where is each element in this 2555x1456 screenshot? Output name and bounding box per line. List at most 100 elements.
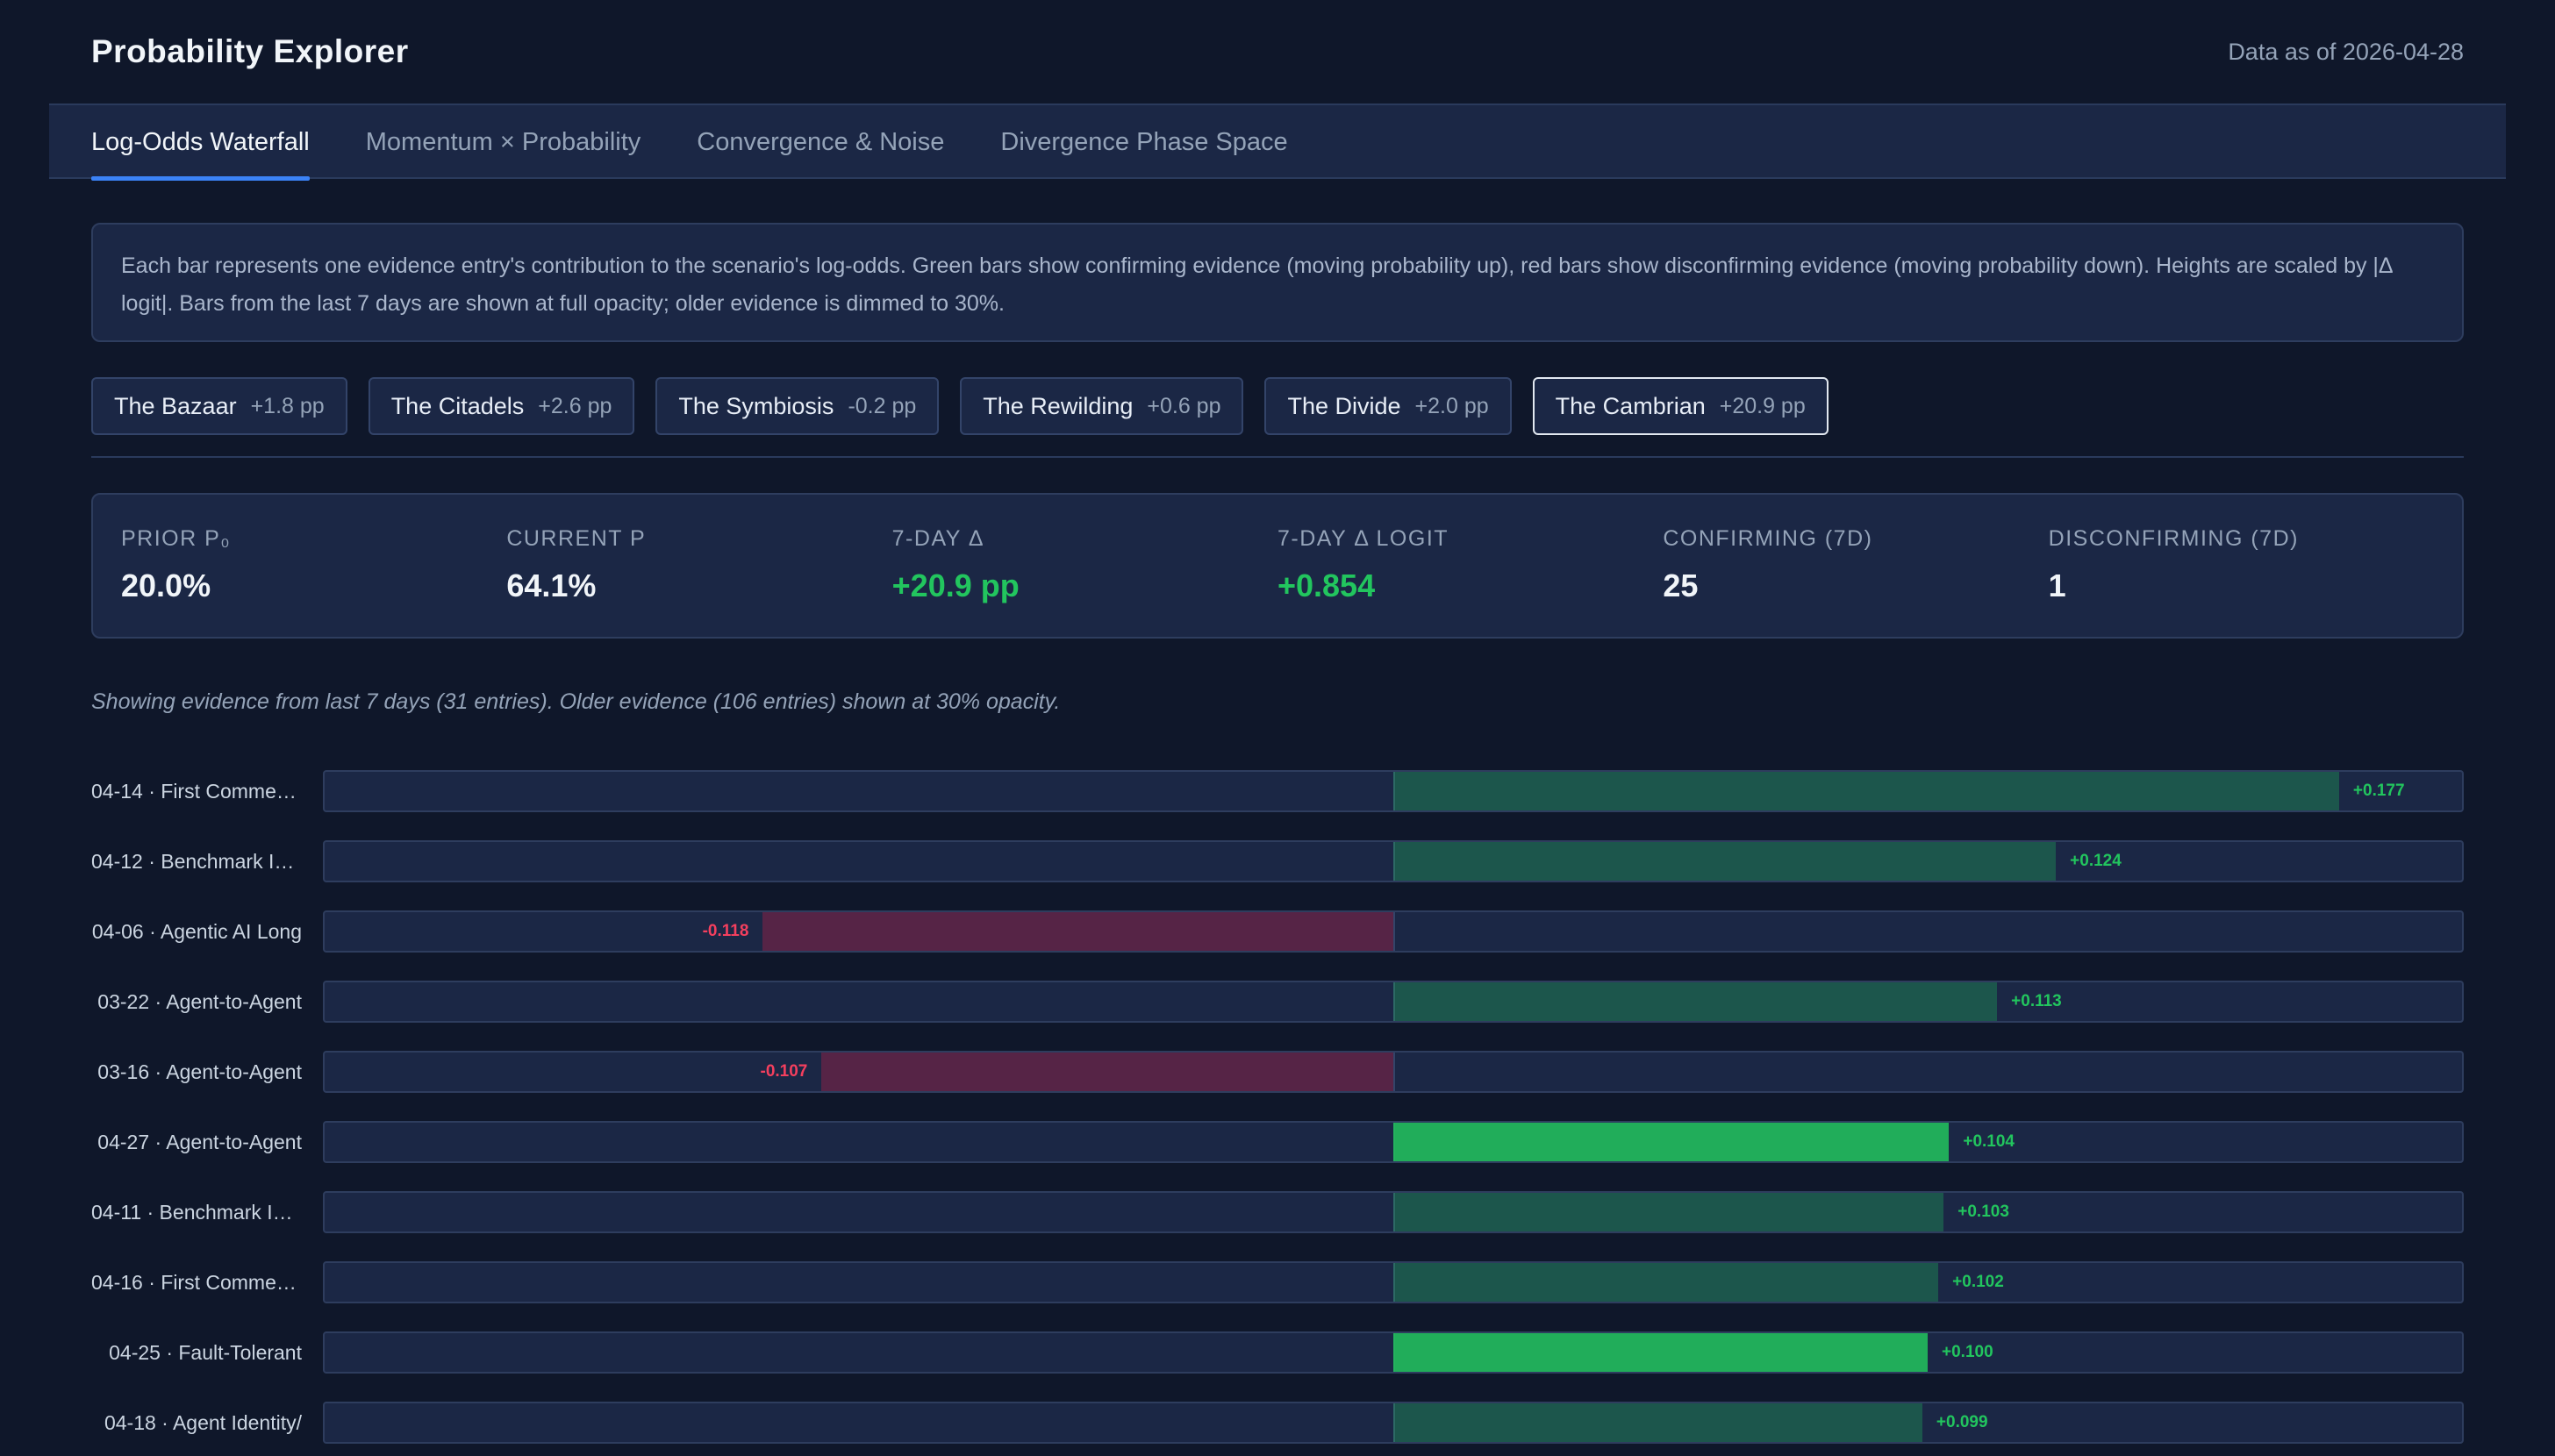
evidence-label: 03-22 · Agent-to-Agent [97, 990, 302, 1013]
evidence-bar-track[interactable]: +0.113 [323, 981, 2464, 1023]
stat-card: CURRENT P 64.1% [506, 495, 891, 637]
stat-value: 1 [2048, 567, 2066, 603]
zero-line [1393, 912, 1395, 951]
stat-card: 7-DAY Δ +20.9 pp [892, 495, 1278, 637]
scenario-delta: +1.8 pp [250, 393, 325, 418]
stat-value: 64.1% [506, 567, 597, 603]
bar-value-label: +0.113 [2011, 992, 2062, 1010]
scenario-selector: The Bazaar +1.8 pp The Citadels +2.6 pp The … [91, 377, 1850, 435]
confirm-bar [1393, 1263, 1939, 1302]
divider [91, 456, 2464, 458]
scenario-name: The Bazaar [114, 392, 237, 419]
scenario-name: The Rewilding [983, 392, 1134, 419]
evidence-row: 04-25 · Fault-Tolerant +0.100 [0, 1331, 2555, 1374]
zero-line [1393, 1403, 1395, 1442]
evidence-bar-track[interactable]: +0.124 [323, 840, 2464, 882]
zero-line [1393, 772, 1395, 810]
bar-value-label: -0.107 [760, 1062, 808, 1081]
scenario-delta: +0.6 pp [1147, 393, 1221, 418]
confirm-bar [1393, 842, 2057, 881]
evidence-bar-track[interactable]: +0.102 [323, 1261, 2464, 1303]
evidence-label: 04-25 · Fault-Tolerant [109, 1341, 302, 1364]
scenario-button-the-symbiosis[interactable]: The Symbiosis -0.2 pp [655, 377, 940, 435]
app-title: Probability Explorer [91, 33, 409, 69]
confirm-bar [1393, 1193, 1944, 1231]
scenario-delta: +2.6 pp [538, 393, 612, 418]
stat-label: 7-DAY Δ LOGIT [1277, 526, 1449, 551]
stat-card: DISCONFIRMING (7D) 1 [2049, 495, 2434, 637]
evidence-label: 04-18 · Agent Identity/ [104, 1411, 302, 1434]
evidence-label: 04-06 · Agentic AI Long [91, 920, 302, 943]
disconfirm-bar [821, 1053, 1393, 1091]
bar-value-label: +0.177 [2352, 782, 2405, 800]
confirm-bar [1393, 1403, 1922, 1442]
evidence-row: 04-27 · Agent-to-Agent +0.104 [0, 1121, 2555, 1163]
tab-bar: Log-Odds Waterfall Momentum × Probability… [49, 103, 2506, 181]
evidence-row: 03-16 · Agent-to-Agent -0.107 [0, 1051, 2555, 1093]
bar-value-label: +0.103 [1957, 1203, 2009, 1221]
zero-line [1393, 982, 1395, 1021]
scenario-name: The Cambrian [1555, 392, 1706, 419]
evidence-label: 04-14 · First Commercia [91, 780, 302, 803]
scenario-delta: +2.0 pp [1414, 393, 1489, 418]
evidence-row: 04-12 · Benchmark Int… +0.124 [0, 840, 2555, 882]
confirm-bar [1393, 982, 1998, 1021]
stat-value: 20.0% [121, 567, 211, 603]
evidence-label: 04-11 · Benchmark Int… [91, 1201, 302, 1224]
stat-label: CONFIRMING (7D) [1663, 526, 1873, 551]
scenario-button-the-bazaar[interactable]: The Bazaar +1.8 pp [91, 377, 347, 435]
bar-value-label: +0.100 [1942, 1343, 1993, 1361]
tab-divergence-phase-space[interactable]: Divergence Phase Space [1000, 128, 1288, 156]
tab-convergence-noise[interactable]: Convergence & Noise [697, 128, 945, 156]
description-text: Each bar represents one evidence entry's… [121, 253, 2393, 316]
bar-value-label: +0.104 [1963, 1132, 2015, 1151]
confirm-bar [1393, 772, 2339, 810]
evidence-bar-track[interactable]: +0.104 [323, 1121, 2464, 1163]
scenario-button-the-divide[interactable]: The Divide +2.0 pp [1264, 377, 1512, 435]
scenario-name: The Citadels [390, 392, 525, 419]
header: Probability Explorer Data as of 2026-04-… [91, 0, 2464, 103]
evidence-bar-track[interactable]: +0.177 [323, 770, 2464, 812]
scenario-button-the-rewilding[interactable]: The Rewilding +0.6 pp [960, 377, 1244, 435]
evidence-bar-track[interactable]: -0.118 [323, 910, 2464, 953]
bar-value-label: +0.102 [1952, 1273, 2004, 1291]
scenario-name: The Divide [1287, 392, 1401, 419]
evidence-label: 04-12 · Benchmark Int… [91, 850, 302, 873]
stat-label: PRIOR P₀ [121, 526, 232, 551]
stats-panel: PRIOR P₀ 20.0% CURRENT P 64.1% 7-DAY Δ +20.9 … [91, 493, 2464, 639]
tab-momentum-probability[interactable]: Momentum × Probability [365, 128, 641, 156]
confirm-bar [1393, 1123, 1950, 1161]
evidence-label: 04-16 · First Commercia [91, 1271, 302, 1294]
evidence-bar-track[interactable]: +0.099 [323, 1402, 2464, 1444]
stat-card: PRIOR P₀ 20.0% [121, 495, 506, 637]
evidence-row: 03-22 · Agent-to-Agent +0.113 [0, 981, 2555, 1023]
stat-value: +0.854 [1277, 567, 1376, 603]
evidence-label: 03-16 · Agent-to-Agent [97, 1060, 302, 1083]
scenario-delta: +20.9 pp [1719, 393, 1806, 418]
stat-value: +20.9 pp [891, 567, 1020, 603]
stat-label: CURRENT P [506, 526, 647, 551]
evidence-bar-track[interactable]: -0.107 [323, 1051, 2464, 1093]
description-box: Each bar represents one evidence entry's… [91, 223, 2464, 342]
scenario-button-the-cambrian[interactable]: The Cambrian +20.9 pp [1532, 377, 1829, 435]
evidence-row: 04-11 · Benchmark Int… +0.103 [0, 1191, 2555, 1233]
evidence-bar-track[interactable]: +0.103 [323, 1191, 2464, 1233]
zero-line [1393, 1053, 1395, 1091]
evidence-row: 04-06 · Agentic AI Long -0.118 [0, 910, 2555, 953]
stat-card: CONFIRMING (7D) 25 [1663, 495, 2048, 637]
evidence-row: 04-18 · Agent Identity/ +0.099 [0, 1402, 2555, 1444]
scenario-button-the-citadels[interactable]: The Citadels +2.6 pp [368, 377, 635, 435]
stat-card: 7-DAY Δ LOGIT +0.854 [1278, 495, 1663, 637]
evidence-row: 04-16 · First Commercia +0.102 [0, 1261, 2555, 1303]
scenario-delta: -0.2 pp [848, 393, 917, 418]
data-asof-label: Data as of 2026-04-28 [2228, 38, 2464, 65]
evidence-row: 04-14 · First Commercia +0.177 [0, 770, 2555, 812]
evidence-bar-track[interactable]: +0.100 [323, 1331, 2464, 1374]
tab-log-odds-waterfall[interactable]: Log-Odds Waterfall [91, 105, 310, 181]
scenario-name: The Symbiosis [678, 392, 834, 419]
bar-value-label: +0.099 [1936, 1413, 1988, 1431]
stat-label: DISCONFIRMING (7D) [2048, 526, 2299, 551]
tabs: Log-Odds Waterfall Momentum × Probability… [91, 105, 1344, 181]
confirm-bar [1393, 1333, 1928, 1372]
evidence-note: Showing evidence from last 7 days (31 en… [91, 689, 1061, 714]
